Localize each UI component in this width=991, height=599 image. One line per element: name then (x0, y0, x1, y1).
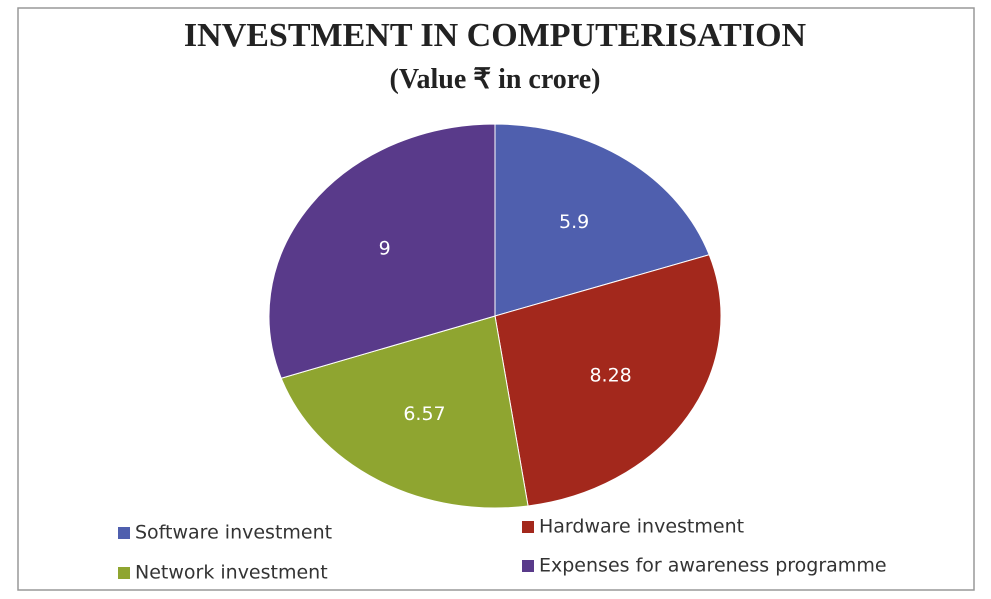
legend-label: Hardware investment (539, 516, 744, 538)
data-label: 6.57 (403, 403, 445, 425)
legend-label: Software investment (135, 522, 332, 544)
data-label: 9 (379, 238, 391, 260)
pie-slice (268, 123, 496, 379)
legend-label: Network investment (135, 562, 328, 584)
chart-subtitle: (Value ₹ in crore) (390, 64, 601, 95)
legend-marker (522, 521, 534, 533)
legend-marker (522, 560, 534, 572)
pie-slice (494, 254, 722, 507)
pie-slice (494, 123, 710, 317)
legend-label: Expenses for awareness programme (539, 555, 887, 577)
data-label: 5.9 (559, 211, 589, 233)
chart-title: INVESTMENT IN COMPUTERISATION (184, 17, 807, 54)
legend-marker (118, 527, 130, 539)
legend-marker (118, 567, 130, 579)
data-label: 8.28 (589, 365, 631, 387)
pie-slice (280, 315, 529, 509)
